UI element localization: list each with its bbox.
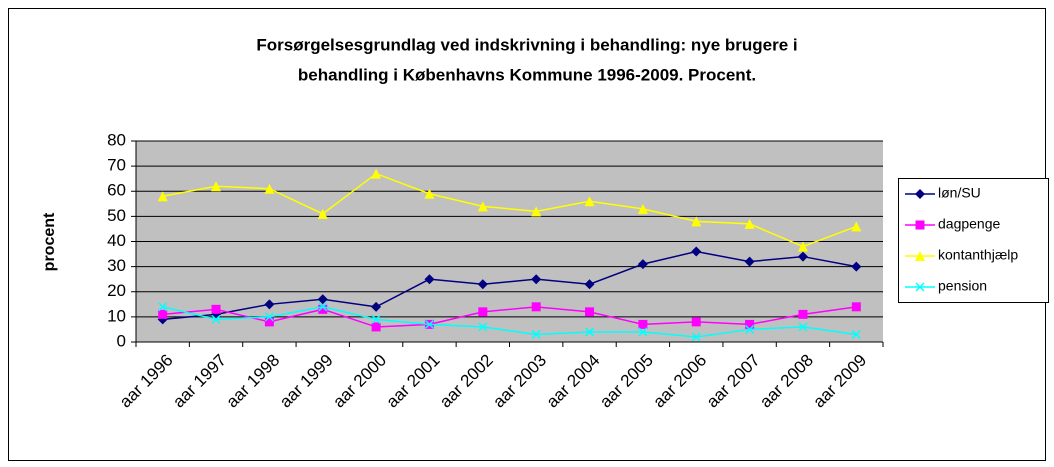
marker xyxy=(531,302,541,312)
legend-label: pension xyxy=(938,278,987,294)
marker xyxy=(915,282,925,292)
marker xyxy=(424,319,434,329)
marker xyxy=(211,304,221,314)
marker xyxy=(477,279,488,290)
marker xyxy=(211,314,221,324)
marker xyxy=(318,302,328,312)
marker xyxy=(797,241,808,252)
marker xyxy=(851,302,861,312)
marker xyxy=(691,246,702,257)
marker xyxy=(745,324,755,334)
marker xyxy=(158,302,168,312)
marker xyxy=(585,307,595,317)
marker xyxy=(531,206,542,217)
marker xyxy=(851,221,862,232)
marker xyxy=(798,322,808,332)
marker xyxy=(915,189,925,199)
y-tick-label: 50 xyxy=(107,206,126,225)
marker xyxy=(371,168,382,179)
marker xyxy=(584,279,595,290)
marker xyxy=(318,304,328,314)
y-tick-label: 70 xyxy=(107,156,126,175)
marker xyxy=(691,216,702,227)
marker xyxy=(851,261,862,272)
marker xyxy=(584,196,595,207)
marker xyxy=(264,183,275,194)
marker xyxy=(745,319,755,329)
marker xyxy=(371,322,381,332)
marker xyxy=(638,327,648,337)
marker xyxy=(691,317,701,327)
marker xyxy=(851,329,861,339)
marker xyxy=(744,218,755,229)
marker xyxy=(585,327,595,337)
y-axis-label: procent xyxy=(41,212,58,271)
legend-label: dagpenge xyxy=(938,216,1001,232)
line xyxy=(162,306,857,328)
marker xyxy=(158,309,168,319)
marker xyxy=(691,332,701,342)
chart-title: Forsørgelsesgrundlag ved indskrivning i … xyxy=(256,35,797,54)
marker xyxy=(157,191,168,202)
marker xyxy=(798,309,808,319)
marker xyxy=(477,201,488,212)
y-tick-label: 20 xyxy=(107,281,126,300)
y-tick-label: 30 xyxy=(107,256,126,275)
marker xyxy=(264,299,275,310)
marker xyxy=(478,307,488,317)
marker xyxy=(317,294,328,305)
marker xyxy=(638,319,648,329)
line xyxy=(162,306,857,338)
marker xyxy=(915,251,925,261)
line xyxy=(162,172,857,248)
chart-title: behandling i Københavns Kommune 1996-200… xyxy=(298,65,756,84)
y-tick-label: 40 xyxy=(107,231,126,250)
marker xyxy=(371,301,382,312)
line xyxy=(162,250,857,321)
y-tick-label: 60 xyxy=(107,181,126,200)
marker xyxy=(478,322,488,332)
marker xyxy=(797,251,808,262)
marker xyxy=(424,188,435,199)
marker xyxy=(744,256,755,267)
marker xyxy=(531,274,542,285)
marker xyxy=(637,259,648,270)
y-tick-label: 0 xyxy=(117,331,126,350)
legend-label: løn/SU xyxy=(938,185,981,201)
marker xyxy=(915,220,925,230)
marker xyxy=(531,329,541,339)
y-tick-label: 10 xyxy=(107,306,126,325)
marker xyxy=(637,203,648,214)
marker xyxy=(424,274,435,285)
marker xyxy=(264,317,274,327)
marker xyxy=(264,312,274,322)
legend-label: kontanthjælp xyxy=(938,247,1018,263)
y-tick-label: 80 xyxy=(107,130,126,149)
marker xyxy=(371,314,381,324)
marker xyxy=(211,181,222,192)
legend-box xyxy=(898,178,1049,303)
marker xyxy=(317,208,328,219)
